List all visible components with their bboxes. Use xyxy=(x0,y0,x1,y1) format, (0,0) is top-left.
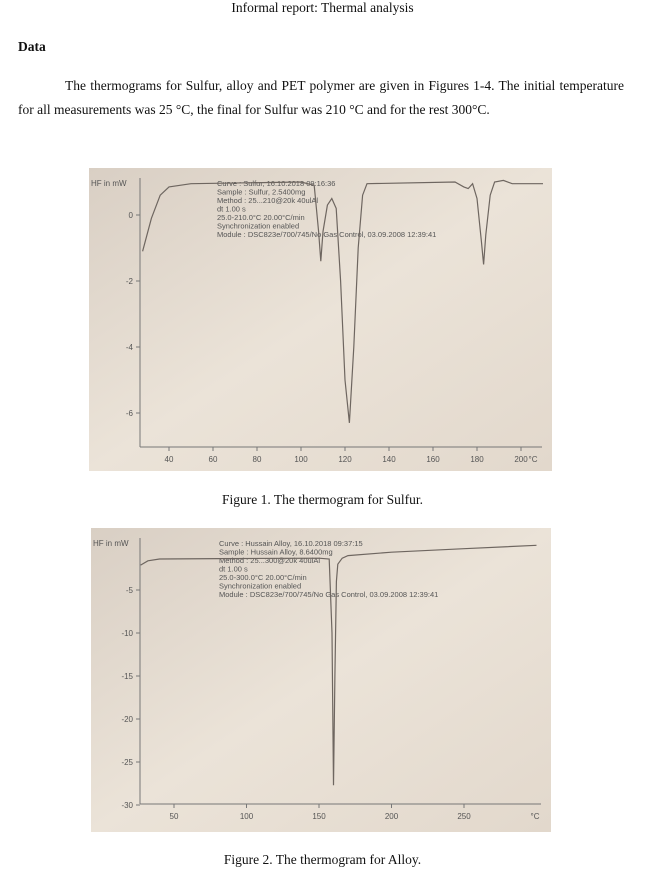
y-tick-label: -2 xyxy=(126,277,134,286)
photo-background xyxy=(91,528,551,832)
instrument-info-line: Method : 25...210@20k 40ulAl xyxy=(217,196,318,205)
y-axis-label: HF in mW xyxy=(91,179,127,188)
section-heading: Data xyxy=(18,39,46,54)
y-tick-label: -4 xyxy=(126,343,134,352)
paragraph-text: The thermograms for Sulfur, alloy and PE… xyxy=(18,78,624,117)
y-tick-label: -30 xyxy=(121,801,133,810)
instrument-info-line: dt 1.00 s xyxy=(217,205,246,214)
x-tick-label: 50 xyxy=(170,812,179,821)
x-tick-label: 150 xyxy=(312,812,326,821)
x-tick-label: 200 xyxy=(385,812,399,821)
instrument-info-line: Synchronization enabled xyxy=(219,582,301,591)
x-tick-label: 200 xyxy=(514,455,528,464)
figure-2-caption: Figure 2. The thermogram for Alloy. xyxy=(223,852,422,867)
y-tick-label: 0 xyxy=(129,211,134,220)
instrument-info-line: 25.0-210.0°C 20.00°C/min xyxy=(217,213,305,222)
instrument-info-line: Module : DSC823e/700/745/No Gas Control,… xyxy=(219,590,438,599)
instrument-info-line: Synchronization enabled xyxy=(217,222,299,231)
y-tick-label: -25 xyxy=(121,758,133,767)
x-tick-label: 40 xyxy=(165,455,174,464)
x-unit-label: °C xyxy=(531,812,540,821)
x-tick-label: 100 xyxy=(240,812,254,821)
thermogram-curve xyxy=(142,179,543,423)
x-tick-label: 120 xyxy=(338,455,352,464)
instrument-info-line: Curve : Sulfur, 16.10.2018 09:16:36 xyxy=(217,179,335,188)
x-tick-label: 100 xyxy=(294,455,308,464)
y-tick-label: -5 xyxy=(126,586,134,595)
instrument-info-line: Curve : Hussain Alloy, 16.10.2018 09:37:… xyxy=(219,539,363,548)
instrument-info-line: Sample : Hussain Alloy, 8.6400mg xyxy=(219,548,333,557)
x-tick-label: 60 xyxy=(209,455,218,464)
y-tick-label: -10 xyxy=(121,629,133,638)
thermogram-curve xyxy=(140,544,537,786)
instrument-info-line: 25.0-300.0°C 20.00°C/min xyxy=(219,573,307,582)
x-tick-label: 140 xyxy=(382,455,396,464)
instrument-info-line: Sample : Sulfur, 2.5400mg xyxy=(217,188,305,197)
instrument-info-line: Module : DSC823e/700/745/No Gas Control,… xyxy=(217,230,436,239)
figure-1-sulfur-thermogram: HF in mW 0 -2 -4 -6 40 60 80 100 120 140 160 180 200 °… xyxy=(89,168,552,471)
y-tick-label: -20 xyxy=(121,715,133,724)
report-title: Informal report: Thermal analysis xyxy=(231,0,414,15)
x-unit-label: °C xyxy=(529,455,538,464)
x-tick-label: 80 xyxy=(253,455,262,464)
y-tick-label: -6 xyxy=(126,409,134,418)
y-tick-label: -15 xyxy=(121,672,133,681)
photo-background xyxy=(89,168,552,471)
y-axis-label: HF in mW xyxy=(93,539,129,548)
x-tick-label: 250 xyxy=(457,812,471,821)
x-tick-label: 180 xyxy=(470,455,484,464)
instrument-info-line: Method : 25...300@20k 40ulAl xyxy=(219,556,320,565)
figure-1-caption: Figure 1. The thermogram for Sulfur. xyxy=(221,492,424,507)
instrument-info-line: dt 1.00 s xyxy=(219,565,248,574)
x-tick-label: 160 xyxy=(426,455,440,464)
body-paragraph: The thermograms for Sulfur, alloy and PE… xyxy=(18,74,624,122)
figure-2-alloy-thermogram: HF in mW -5 -10 -15 -20 -25 -30 50 100 150 200 250 °… xyxy=(91,528,551,832)
